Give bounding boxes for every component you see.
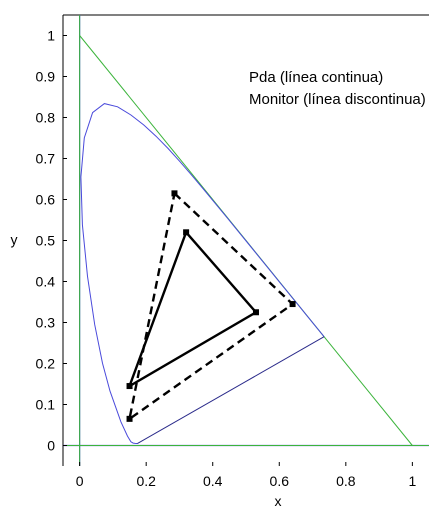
x-tick-label: 1 xyxy=(408,473,416,489)
monitor-vertex-marker xyxy=(126,415,133,422)
y-tick-label: 0.2 xyxy=(36,356,56,372)
x-tick-label: 0.6 xyxy=(270,473,290,489)
y-tick-label: 0 xyxy=(47,438,55,454)
x-tick-label: 0.2 xyxy=(136,473,156,489)
monitor-vertex-marker xyxy=(289,301,296,308)
x-tick-label: 0.8 xyxy=(336,473,356,489)
y-tick-label: 0.5 xyxy=(36,233,56,249)
x-tick-label: 0.4 xyxy=(203,473,223,489)
y-tick-label: 0.9 xyxy=(36,69,56,85)
legend-entry-pda: Pda (línea continua) xyxy=(249,69,383,86)
pda-vertex-marker xyxy=(126,383,133,390)
x-tick-label: 0 xyxy=(76,473,84,489)
pda-vertex-marker xyxy=(183,229,190,236)
y-tick-label: 0.3 xyxy=(36,315,56,331)
x-axis-label: x xyxy=(275,493,282,506)
monitor-gamut-triangle xyxy=(127,192,295,422)
line-of-purples xyxy=(137,336,325,444)
pda-vertex-marker xyxy=(252,309,259,316)
y-tick-label: 0.1 xyxy=(36,397,56,413)
monitor-vertex-marker xyxy=(171,190,178,197)
pda-gamut-triangle xyxy=(127,231,258,389)
spectral-locus-curve xyxy=(80,103,325,444)
y-axis-label: y xyxy=(11,232,18,248)
legend-entry-monitor: Monitor (línea discontinua) xyxy=(249,91,426,108)
y-tick-label: 1 xyxy=(47,28,55,44)
y-tick-label: 0.8 xyxy=(36,110,56,126)
y-tick-label: 0.6 xyxy=(36,192,56,208)
y-tick-label: 0.4 xyxy=(36,274,56,290)
y-tick-label: 0.7 xyxy=(36,151,56,167)
plot-area xyxy=(62,14,429,466)
axis-ticks: 0 0.2 0.4 0.6 0.8 1 0 0.1 0.2 0.3 0.4 0.5 0.6 0.7 0.8 0… xyxy=(36,28,417,490)
